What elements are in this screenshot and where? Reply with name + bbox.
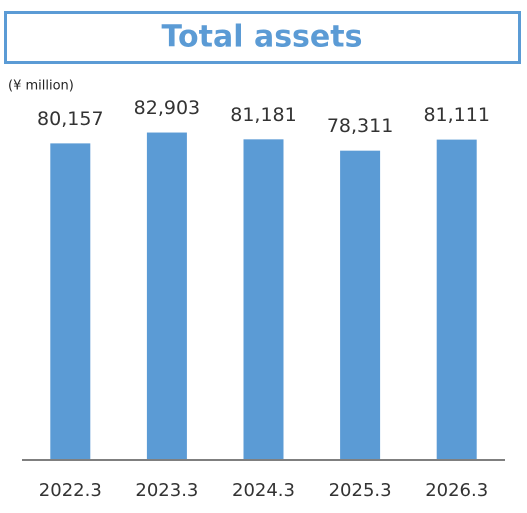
bar — [50, 143, 91, 460]
x-tick-label: 2024.3 — [232, 480, 295, 501]
bar — [340, 150, 381, 460]
x-tick-label: 2025.3 — [329, 480, 392, 501]
x-tick-label: 2026.3 — [425, 480, 488, 501]
chart-title: Total assets — [162, 20, 363, 55]
value-label: 80,157 — [37, 108, 103, 130]
title-box — [4, 11, 521, 64]
value-label: 81,111 — [423, 104, 489, 126]
value-label: 81,181 — [230, 104, 296, 126]
value-label: 82,903 — [134, 97, 200, 119]
bar — [146, 132, 187, 461]
bar — [436, 139, 477, 460]
value-label: 78,311 — [327, 115, 393, 137]
bar — [243, 139, 284, 460]
x-tick-label: 2022.3 — [39, 480, 102, 501]
unit-label: (¥ million) — [8, 79, 74, 94]
x-tick-label: 2023.3 — [135, 480, 198, 501]
